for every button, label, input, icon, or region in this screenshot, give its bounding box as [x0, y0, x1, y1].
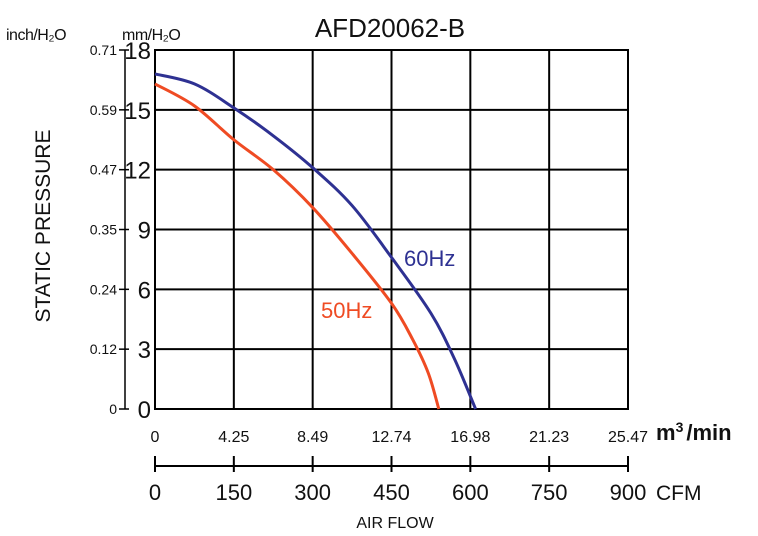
curve-50hz: [154, 82, 441, 410]
curve-60hz: [154, 72, 477, 410]
x-tick-label-cfm: 0: [149, 480, 161, 505]
x-tick-label-m3: 21.23: [529, 429, 569, 446]
chart-title: AFD20062-B: [315, 13, 465, 43]
x-tick-label-m3: 12.74: [371, 429, 411, 446]
x-tick-label-cfm: 450: [373, 480, 410, 505]
performance-curves: [154, 72, 477, 410]
x-unit-cfm: CFM: [656, 482, 702, 505]
y-unit-inch: inch/H₂O: [6, 27, 66, 44]
x-tick-label-cfm: 600: [452, 480, 489, 505]
y-tick-label-mm: 12: [124, 158, 151, 185]
y-tick-label-inch: 0.24: [90, 281, 117, 297]
x-tick-label-m3: 4.25: [218, 429, 249, 446]
y-axis-label: STATIC PRESSURE: [32, 130, 55, 323]
y-tick-label-inch: 0: [109, 401, 117, 417]
y-tick-label-mm: 3: [138, 337, 151, 364]
x-tick-label-m3: 25.47: [608, 429, 648, 446]
y-tick-label-inch: 0.35: [90, 222, 117, 238]
y-tick-label-inch: 0.47: [90, 162, 117, 178]
x-tick-label-m3: 16.98: [450, 429, 490, 446]
series-label-50hz: 50Hz: [321, 298, 372, 323]
plot-grid: [154, 49, 629, 410]
y-tick-label-inch: 0.12: [90, 341, 117, 357]
x-tick-label-cfm: 900: [610, 480, 647, 505]
x-tick-label-cfm: 750: [531, 480, 568, 505]
x-unit-m3: m3/min: [656, 419, 732, 445]
y-tick-label-mm: 0: [138, 397, 151, 424]
x-axis-label: AIR FLOW: [356, 515, 434, 532]
y-tick-label-mm: 9: [138, 218, 151, 245]
x-tick-label-cfm: 300: [294, 480, 331, 505]
y-unit-mm: mm/H₂O: [122, 27, 180, 44]
y-tick-label-mm: 15: [124, 98, 151, 125]
y-tick-label-inch: 0.59: [90, 102, 117, 118]
x-tick-label-cfm: 150: [215, 480, 252, 505]
y-tick-label-mm: 18: [124, 38, 151, 65]
y-tick-label-inch: 0.71: [90, 42, 117, 58]
y-tick-label-mm: 6: [138, 277, 151, 304]
x-tick-label-m3: 0: [151, 429, 160, 446]
series-label-60hz: 60Hz: [404, 246, 455, 271]
x-tick-label-m3: 8.49: [297, 429, 328, 446]
